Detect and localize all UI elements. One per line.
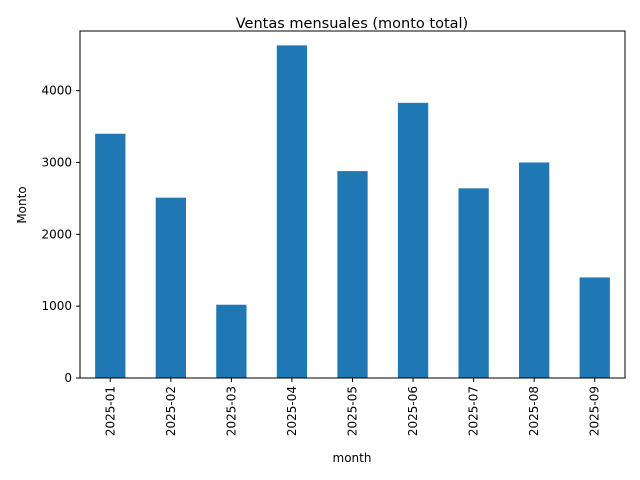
x-tick-label: 2025-04 [285,386,299,436]
bars-group [95,45,610,378]
y-tick-label: 3000 [41,155,72,169]
x-tick-label: 2025-03 [224,386,238,436]
plot-frame [79,30,626,379]
chart-title: Ventas mensuales (monto total) [236,16,468,32]
x-tick-label: 2025-08 [527,386,541,436]
x-axis-label: month [333,451,372,465]
x-tick-label: 2025-07 [467,386,481,436]
bar-2025-03 [216,304,247,378]
bar-2025-04 [276,45,308,378]
x-tick-label: 2025-06 [406,386,420,436]
y-tick-label: 1000 [41,299,72,313]
y-tick-label: 0 [64,371,72,385]
x-tick-label: 2025-05 [346,386,360,436]
bar-2025-08 [519,162,550,378]
bar-2025-06 [397,102,429,378]
bar-2025-01 [95,133,126,378]
bar-2025-05 [337,171,368,378]
y-axis-label: Monto [15,186,29,223]
bar-2025-07 [458,188,489,378]
x-axis-ticks: 2025-01 2025-02 2025-03 2025-04 2025-05 2025-… [103,378,602,436]
x-tick-label: 2025-01 [103,386,117,436]
x-tick-label: 2025-09 [588,386,602,436]
bar-2025-09 [579,277,610,378]
x-tick-label: 2025-02 [164,386,178,436]
y-axis-ticks: 0 1000 2000 3000 4000 [41,84,80,385]
bar-2025-02 [155,197,186,378]
y-tick-label: 4000 [41,84,72,98]
y-tick-label: 2000 [41,227,72,241]
